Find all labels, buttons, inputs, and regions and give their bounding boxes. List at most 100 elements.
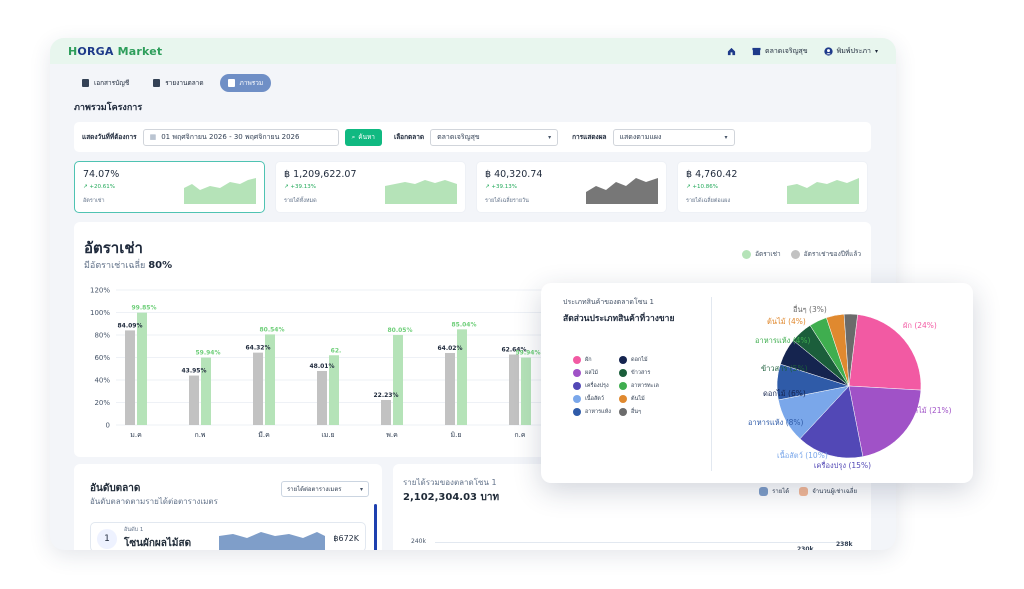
tab-bar: เอกสารบัญชี รายงานตลาด ภาพรวม xyxy=(74,74,272,92)
pie-slice-label: เนื้อสัตว์ (10%) xyxy=(777,450,828,460)
market-switch-button[interactable]: ตลาดเจริญสุข xyxy=(752,46,808,57)
tab-market-report[interactable]: รายงานตลาด xyxy=(145,74,211,92)
pie-legend-item[interactable]: ผัก xyxy=(573,355,619,364)
x-tick-label: มี.ค xyxy=(258,431,270,439)
brand-logo[interactable]: HORGA Market xyxy=(68,45,162,58)
kpi-delta-text: +39.13% xyxy=(491,184,517,190)
x-tick-label: ม.ค xyxy=(130,431,142,439)
pie-legend-item[interactable]: ต้นไม้ xyxy=(619,394,665,403)
legend-swatch xyxy=(573,381,581,390)
kpi-label: รายได้ทั้งหมด xyxy=(284,198,317,204)
y-tick-label: 40% xyxy=(94,377,110,385)
rank-value: ฿672K xyxy=(333,534,359,543)
search-icon: ⌕ xyxy=(351,132,356,141)
kpi-card-occupancy[interactable]: 74.07% ↗ +20.61% อัตราเช่า xyxy=(74,161,265,213)
pie-legend-item[interactable]: เครื่องปรุง xyxy=(573,381,619,390)
pie-slice-label: เครื่องปรุง (15%) xyxy=(814,460,871,470)
bar-current xyxy=(457,329,467,425)
kpi-value: ฿ 1,209,622.07 xyxy=(284,169,357,180)
market-select[interactable]: ตลาดเจริญสุข ▾ xyxy=(430,128,559,146)
kpi-card-total-revenue[interactable]: ฿ 1,209,622.07 ↗ +39.13% รายได้ทั้งหมด xyxy=(275,161,466,213)
chevron-down-icon: ▾ xyxy=(548,133,552,141)
bar-current xyxy=(265,334,275,425)
rank-zone-name: โซนผักผลไม้สด xyxy=(124,538,192,549)
tab-overview[interactable]: ภาพรวม xyxy=(219,74,272,92)
tab-label: รายงานตลาด xyxy=(165,79,204,87)
bar-previous-year xyxy=(253,352,263,425)
legend-swatch xyxy=(742,249,752,259)
pie-slice xyxy=(799,385,864,459)
kpi-card-revenue-per-stall[interactable]: ฿ 4,760.42 ↗ +10.86% รายได้เฉลี่ยต่อแผง xyxy=(677,161,868,213)
search-label: ค้นหา xyxy=(358,133,375,141)
kpi-sparkline xyxy=(184,178,256,204)
y-tick-label: 0 xyxy=(106,422,110,430)
ranking-title: อันดับตลาด xyxy=(90,483,141,494)
zone-revenue-value: 2,102,304.03 บาท xyxy=(403,492,500,503)
ranking-metric-value: รายได้ต่อตารางเมตร xyxy=(287,486,342,493)
kpi-row: 74.07% ↗ +20.61% อัตราเช่า ฿ 1,209,622.0… xyxy=(74,161,868,213)
ranking-row[interactable]: 1 อันดับ 1 โซนผักผลไม้สด ฿672K xyxy=(90,522,366,550)
bar-value-label: 64.02% xyxy=(438,345,463,352)
chart-subtitle-text: มีอัตราเช่าเฉลี่ย xyxy=(84,261,146,271)
pie-slice-label: ผัก (24%) xyxy=(903,321,937,330)
kpi-label: รายได้เฉลี่ยรายวัน xyxy=(485,198,529,204)
bar-previous-year xyxy=(509,354,519,425)
search-button[interactable]: ⌕ ค้นหา xyxy=(344,128,382,146)
tab-label: ภาพรวม xyxy=(239,79,264,87)
bar-value-label: 230k xyxy=(797,546,814,550)
pie-legend-item[interactable]: เนื้อสัตว์ xyxy=(573,394,619,403)
legend-swatch xyxy=(759,487,769,496)
bar-previous-year xyxy=(381,399,391,425)
date-range-value: 01 พฤศจิกายน 2026 - 30 พฤศจิกายน 2026 xyxy=(161,132,300,141)
legend-label: เครื่องปรุง xyxy=(585,382,609,389)
kpi-delta-text: +10.86% xyxy=(692,184,718,190)
market-filter-label: เลือกตลาด xyxy=(393,133,425,141)
pie-legend-item[interactable]: อาหารแห้ง xyxy=(573,407,619,416)
kpi-value: ฿ 40,320.74 xyxy=(485,169,543,180)
pie-slice-label: ผลไม้ (21%) xyxy=(909,406,952,415)
legend-swatch xyxy=(573,394,581,403)
user-menu[interactable]: พิมพ์ประภา ▾ xyxy=(823,46,878,57)
bar-value-label: 48.01% xyxy=(310,363,335,370)
bar-value-label: 84.09% xyxy=(118,322,143,329)
legend-item-previous[interactable]: อัตราเช่าของปีที่แล้ว xyxy=(790,249,861,259)
home-icon xyxy=(727,47,736,55)
grid-line xyxy=(435,542,851,543)
legend-label: เนื้อสัตว์ xyxy=(585,395,604,402)
kpi-label: รายได้เฉลี่ยต่อแผง xyxy=(686,198,731,204)
divider xyxy=(711,297,712,471)
display-select[interactable]: แสดงตามแผง ▾ xyxy=(612,128,735,146)
kpi-label: อัตราเช่า xyxy=(83,198,105,204)
pie-legend-item[interactable]: ผลไม้ xyxy=(573,368,619,377)
pie-legend-item[interactable]: ข้าวสาร xyxy=(619,368,665,377)
tab-accounting[interactable]: เอกสารบัญชี xyxy=(74,74,137,92)
date-range-field[interactable]: ▦ 01 พฤศจิกายน 2026 - 30 พฤศจิกายน 2026 xyxy=(142,128,339,146)
kpi-card-daily-revenue[interactable]: ฿ 40,320.74 ↗ +39.13% รายได้เฉลี่ยรายวัน xyxy=(476,161,667,213)
pie-legend-item[interactable]: ดอกไม้ xyxy=(619,355,665,364)
user-icon xyxy=(823,46,833,56)
display-select-value: แสดงตามแผง xyxy=(619,132,662,141)
legend-label: ต้นไม้ xyxy=(631,395,645,402)
home-button[interactable] xyxy=(727,47,736,56)
bar-current xyxy=(201,357,211,425)
calendar-icon: ▦ xyxy=(149,133,157,141)
report-icon xyxy=(153,79,161,87)
legend-item-income[interactable]: รายได้ xyxy=(759,486,789,496)
logo-suffix: Market xyxy=(117,44,163,58)
y-tick-label: 60% xyxy=(94,354,110,362)
ranking-metric-select[interactable]: รายได้ต่อตารางเมตร ▾ xyxy=(281,481,369,497)
bar-value-label: 85.04% xyxy=(452,321,477,328)
x-tick-label: ก.พ xyxy=(194,431,205,439)
legend-label: อาหารแห้ง xyxy=(585,408,611,415)
kpi-sparkline xyxy=(787,178,859,204)
legend-item-current[interactable]: อัตราเช่า xyxy=(742,249,781,259)
legend-label: อาหารทะเล xyxy=(631,382,659,389)
scrollbar[interactable] xyxy=(374,504,377,550)
legend-item-visitors[interactable]: จำนวนผู้เช่าเฉลี่ย xyxy=(799,486,857,496)
market-ranking-card: อันดับตลาด อันดับตลาดตามรายได้ต่อตารางเม… xyxy=(74,464,382,550)
bar-previous-year xyxy=(189,375,199,425)
bar-value-label: 59.94% xyxy=(516,350,541,357)
pie-slice xyxy=(848,314,922,391)
pie-legend-item[interactable]: อื่นๆ xyxy=(619,407,665,416)
pie-legend-item[interactable]: อาหารทะเล xyxy=(619,381,665,390)
